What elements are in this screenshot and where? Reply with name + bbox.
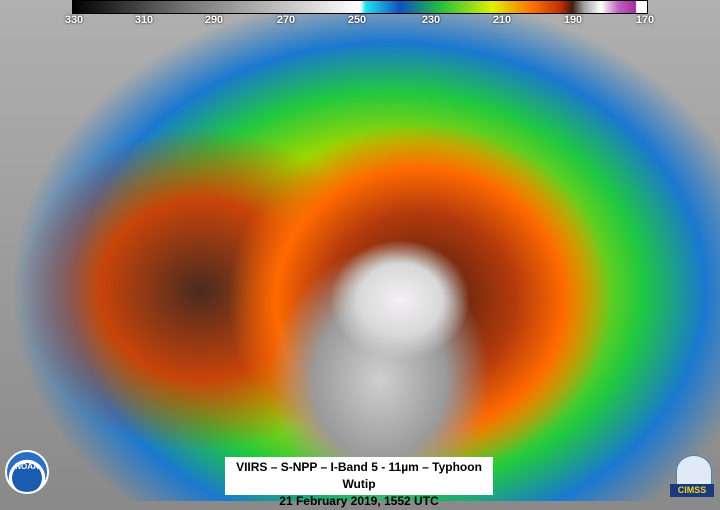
noaa-logo-text: NOAA: [15, 462, 39, 471]
caption-title: VIIRS – S-NPP – I-Band 5 - 11µm – Typhoo…: [236, 460, 482, 491]
colorbar-tick: 190: [563, 14, 583, 26]
colorbar-tick: 210: [492, 14, 512, 26]
temperature-colorbar: [72, 0, 648, 14]
colorbar-tick: 170: [635, 14, 655, 26]
colorbar-tick: 310: [134, 14, 154, 26]
colorbar-tick: 290: [204, 14, 224, 26]
cimss-logo: CIMSS: [670, 455, 714, 497]
colorbar-tick: 330: [64, 14, 84, 26]
cimss-logo-text: CIMSS: [670, 484, 714, 497]
noaa-logo: NOAA: [5, 450, 49, 494]
cimss-dome-icon: [676, 455, 712, 487]
image-caption: VIIRS – S-NPP – I-Band 5 - 11µm – Typhoo…: [225, 457, 493, 508]
colorbar-tick: 270: [276, 14, 296, 26]
colorbar-tick: 230: [421, 14, 441, 26]
caption-date: 21 February 2019, 1552 UTC: [279, 494, 439, 508]
colorbar-tick: 250: [347, 14, 367, 26]
